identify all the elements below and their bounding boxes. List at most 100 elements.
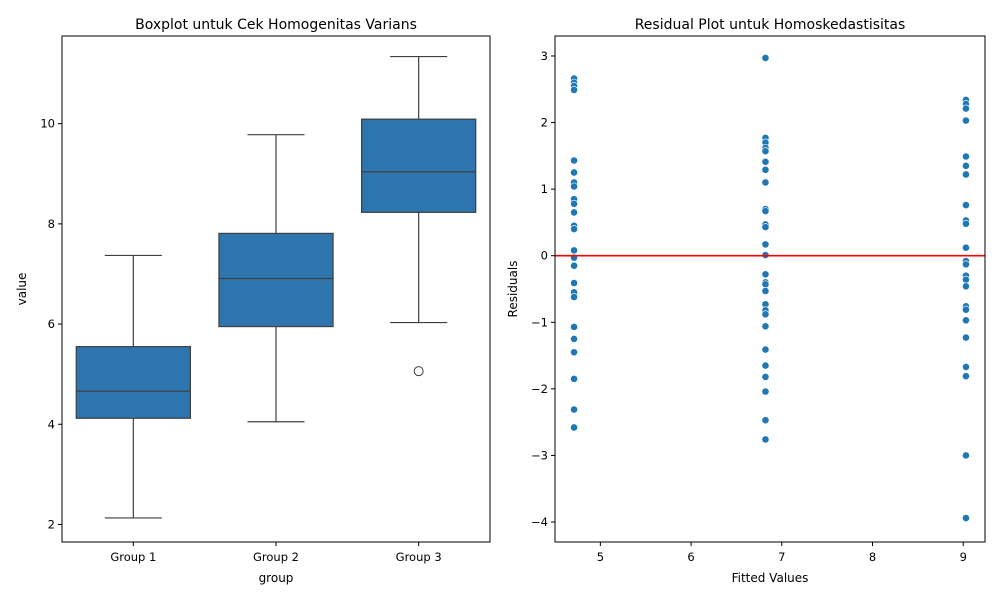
residual-point xyxy=(570,199,578,208)
residual-panel: Residual Plot untuk Homoskedastisitas 3 2… xyxy=(506,17,986,585)
residual-point xyxy=(761,310,770,319)
outlier-point xyxy=(413,366,424,377)
residual-point xyxy=(570,246,578,255)
residual-point xyxy=(962,243,970,252)
residual-point xyxy=(962,316,970,325)
residual-point xyxy=(570,182,578,191)
residual-point xyxy=(962,372,970,381)
residual-point xyxy=(570,225,578,233)
residual-series xyxy=(761,54,770,444)
y-tick-label: −3 xyxy=(531,448,548,462)
residual-point xyxy=(570,261,578,270)
residual-point xyxy=(761,240,770,249)
residual-point xyxy=(570,279,578,287)
residual-point xyxy=(761,147,770,156)
x-tick-label: Group 1 xyxy=(110,550,156,564)
y-tick-label: −2 xyxy=(531,382,548,396)
residual-point xyxy=(570,86,578,94)
residual-point xyxy=(962,282,970,291)
residual-point xyxy=(570,348,578,357)
residual-point xyxy=(761,387,770,396)
residual-y-axis-label: Residuals xyxy=(506,261,520,318)
residual-point xyxy=(761,157,770,166)
residual-point xyxy=(570,208,578,217)
residual-x-ticks: 5 6 7 8 9 xyxy=(597,542,967,564)
residual-point xyxy=(761,287,770,295)
box-iqr xyxy=(75,346,192,419)
residual-point xyxy=(761,165,770,174)
residual-title: Residual Plot untuk Homoskedastisitas xyxy=(635,17,906,33)
residual-point xyxy=(570,374,578,383)
residual-point xyxy=(962,152,970,161)
residual-y-ticks: 3 2 1 0 −1 −2 −3 −4 xyxy=(531,49,555,529)
residual-point xyxy=(761,178,770,187)
boxplot-x-axis-label: group xyxy=(259,571,294,585)
residual-series xyxy=(570,74,578,432)
y-tick-label: −4 xyxy=(531,515,548,529)
residual-point xyxy=(962,170,970,179)
x-tick-label: 5 xyxy=(597,550,604,564)
x-tick-label: 8 xyxy=(869,550,876,564)
residual-point xyxy=(962,116,970,125)
residual-point xyxy=(570,423,578,432)
residual-point xyxy=(962,514,970,522)
residual-point xyxy=(962,201,970,210)
y-tick-label: 3 xyxy=(541,49,548,63)
residual-point xyxy=(962,451,970,460)
box-group xyxy=(218,134,334,423)
y-tick-label: 1 xyxy=(541,182,548,196)
y-tick-label: 0 xyxy=(541,249,548,263)
residual-series xyxy=(962,96,970,522)
residual-point xyxy=(761,361,770,370)
residual-plot-area xyxy=(555,54,985,522)
boxplot-panel: Boxplot untuk Cek Homogenitas Varians 2 4… xyxy=(15,17,491,585)
y-tick-label: 4 xyxy=(48,417,55,431)
residual-point xyxy=(962,333,970,342)
residual-point xyxy=(761,416,770,425)
residual-point xyxy=(962,305,970,314)
boxplot-x-ticks: Group 1 Group 2 Group 3 xyxy=(110,542,442,564)
residual-point xyxy=(761,207,770,216)
residual-point xyxy=(570,405,578,414)
box-iqr xyxy=(218,232,334,328)
box-group xyxy=(361,55,477,377)
residual-point xyxy=(761,372,770,381)
residual-point xyxy=(761,345,770,354)
y-tick-label: 2 xyxy=(48,517,55,531)
residual-point xyxy=(962,260,970,269)
residual-point xyxy=(962,161,970,170)
residual-axes-frame xyxy=(554,35,986,543)
box-group xyxy=(75,254,192,519)
residual-point xyxy=(570,323,578,331)
residual-point xyxy=(570,335,578,343)
box-iqr xyxy=(361,118,477,213)
boxplot-y-axis-label: value xyxy=(15,273,29,306)
boxplot-plot-area xyxy=(75,55,477,519)
y-tick-label: 6 xyxy=(48,317,55,331)
x-tick-label: Group 3 xyxy=(396,550,442,564)
residual-point xyxy=(761,435,770,444)
residual-point xyxy=(962,362,970,371)
x-tick-label: 7 xyxy=(778,550,785,564)
residual-point xyxy=(761,270,770,279)
x-tick-label: 9 xyxy=(960,550,967,564)
y-tick-label: 2 xyxy=(541,116,548,130)
boxplot-title: Boxplot untuk Cek Homogenitas Varians xyxy=(135,17,417,33)
residual-point xyxy=(962,275,970,284)
residual-point xyxy=(570,293,578,301)
residual-point xyxy=(570,168,578,177)
residual-point xyxy=(570,156,578,165)
x-tick-label: 6 xyxy=(687,550,694,564)
y-tick-label: 10 xyxy=(40,117,55,131)
residual-point xyxy=(761,322,770,331)
residual-point xyxy=(761,54,770,62)
residual-point xyxy=(761,223,770,231)
boxplot-y-ticks: 2 4 6 8 10 xyxy=(40,117,62,531)
residual-x-axis-label: Fitted Values xyxy=(732,571,809,585)
residual-point xyxy=(962,104,970,113)
y-tick-label: 8 xyxy=(48,217,55,231)
y-tick-label: −1 xyxy=(531,315,548,329)
x-tick-label: Group 2 xyxy=(253,550,299,564)
residual-point xyxy=(962,219,970,228)
